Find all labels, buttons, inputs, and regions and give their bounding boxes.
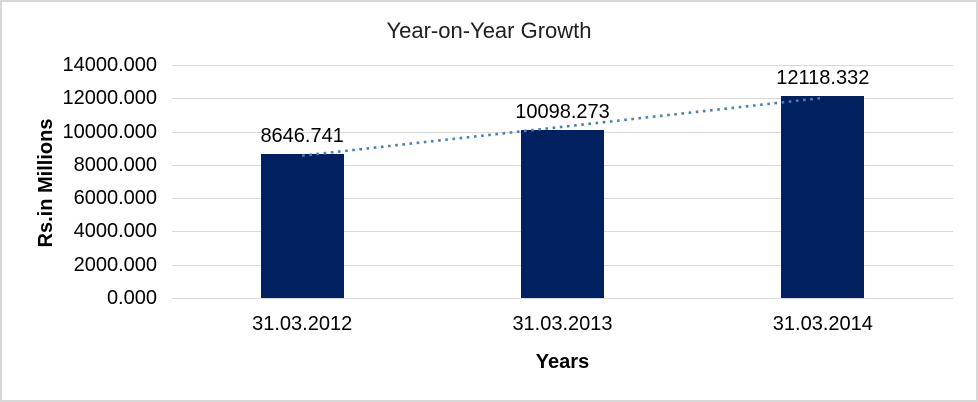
chart-title: Year-on-Year Growth	[386, 18, 592, 43]
data-label: 10098.273	[515, 100, 610, 123]
y-tick-label: 14000.000	[62, 54, 157, 76]
data-label: 12118.332	[776, 67, 870, 90]
bar-31.03.2014	[781, 96, 865, 298]
trendline	[302, 96, 823, 157]
x-category-label: 31.03.2012	[252, 313, 353, 335]
y-tick-label: 8000.000	[73, 153, 157, 176]
gridline	[172, 65, 953, 66]
y-tick-label: 10000.000	[62, 120, 157, 143]
data-label: 8646.741	[260, 125, 344, 148]
x-category-label: 31.03.2013	[512, 313, 613, 335]
x-axis-title: Years	[535, 351, 590, 373]
y-tick-label: 0.000	[106, 287, 157, 309]
y-tick-label: 6000.000	[73, 187, 157, 210]
gridline	[172, 98, 953, 100]
plot-area	[172, 65, 953, 299]
x-axis-line	[172, 298, 953, 299]
y-tick-label: 2000.000	[73, 253, 157, 276]
x-category-label: 31.03.2014	[772, 313, 873, 335]
y-tick-label: 12000.000	[62, 87, 157, 110]
bar-31.03.2013	[521, 129, 604, 298]
bar-31.03.2012	[260, 154, 344, 298]
y-tick-label: 4000.000	[73, 220, 157, 243]
